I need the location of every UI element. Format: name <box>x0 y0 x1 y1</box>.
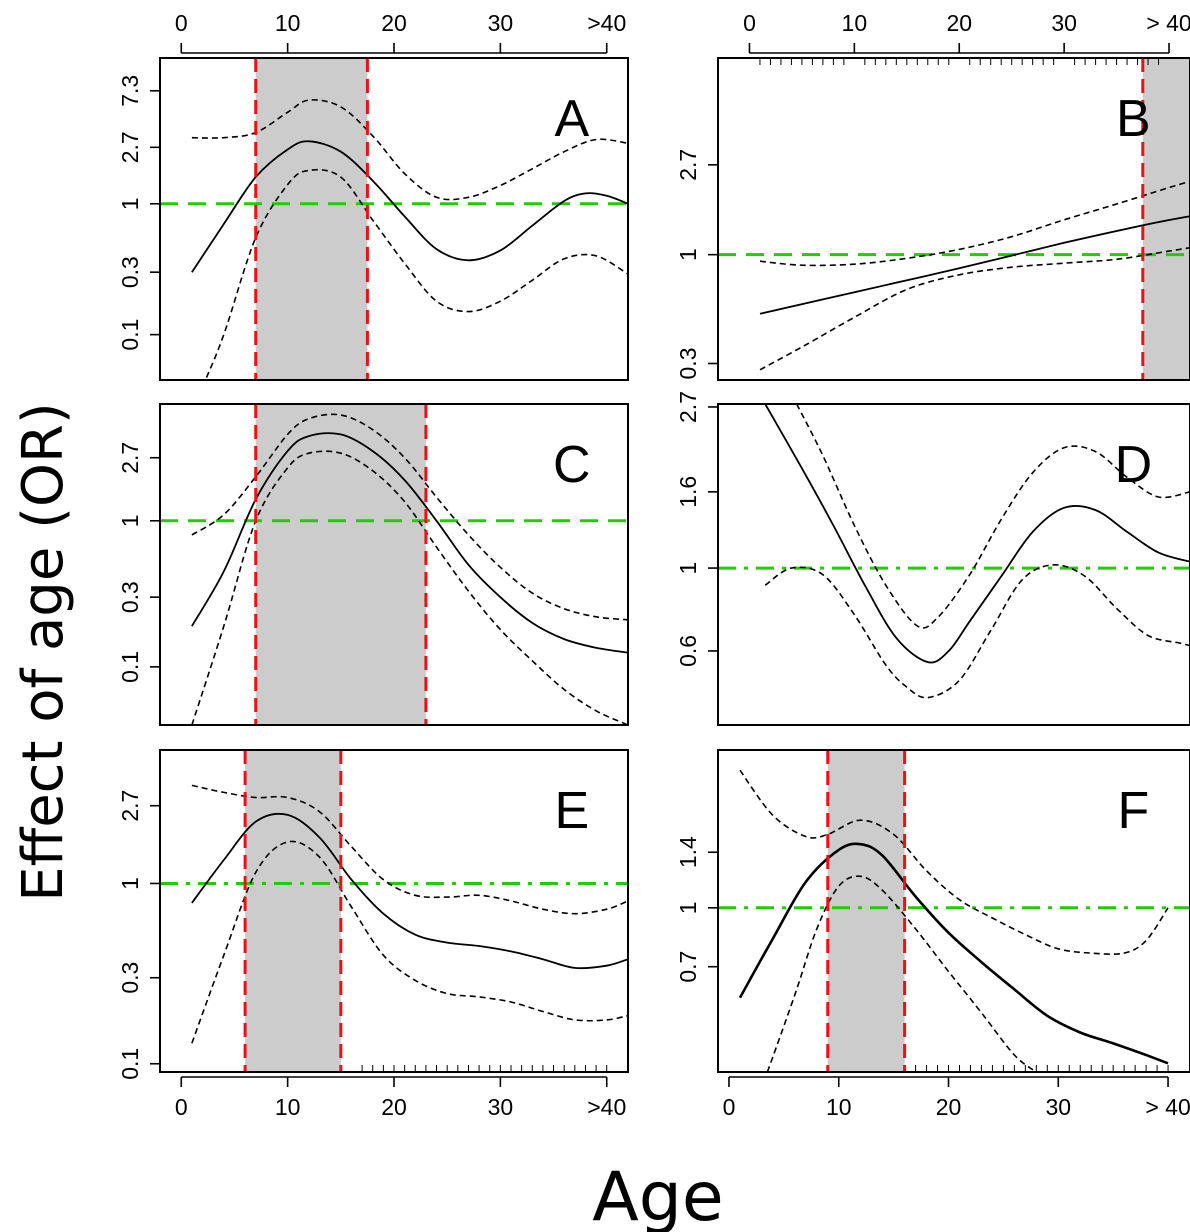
panel-f-frame <box>717 749 1190 1073</box>
panel-e-y-tick-label: 2.7 <box>117 790 143 822</box>
panel-b-x-tick-label: > 40 <box>1146 10 1190 36</box>
panel-e-lower-ci-line <box>191 840 628 1044</box>
panel-d: D 0.6 1 1.6 2.7 <box>675 391 1190 726</box>
panel-b-x-tick-label: 20 <box>946 10 972 36</box>
panel-b: B 0.3 1 2.7 0 10 20 30 > 40 <box>675 10 1190 381</box>
panel-b-x-tick-label: 30 <box>1051 10 1077 36</box>
panel-d-upper-ci-line <box>795 404 1190 629</box>
panel-e-x-tick-label: >40 <box>587 1094 626 1120</box>
panel-f-x-tick-label: 30 <box>1045 1094 1071 1120</box>
panel-b-shaded-region <box>1142 58 1190 380</box>
panel-f-x-tick-label: 10 <box>826 1094 852 1120</box>
panel-a-x-tick-label: 20 <box>381 10 407 36</box>
panel-b-y-tick-label: 1 <box>675 248 701 261</box>
panel-f-label: F <box>1117 782 1149 840</box>
panel-a-lower-ci-line <box>204 168 628 380</box>
panel-b-y-tick-label: 0.3 <box>675 348 701 380</box>
panel-f-y-tick-label: 0.7 <box>675 951 701 983</box>
panel-f-x-tick-label: > 40 <box>1145 1094 1190 1120</box>
panel-e-y-tick-label: 0.1 <box>117 1048 143 1080</box>
panel-a-x-tick-label: 0 <box>175 10 188 36</box>
panel-c: C 0.1 0.3 1 2.7 <box>117 403 629 726</box>
panel-b-frame <box>717 57 1190 381</box>
panel-d-y-tick-label: 0.6 <box>675 635 701 667</box>
panel-d-y-tick-label: 2.7 <box>675 391 701 423</box>
panel-e-label: E <box>554 782 589 840</box>
panel-e-y-tick-label: 1 <box>117 877 143 890</box>
panel-a-estimate-line <box>191 140 628 273</box>
panel-c-y-tick-label: 1 <box>117 514 143 527</box>
panel-b-label: B <box>1116 90 1151 148</box>
panel-a-y-tick-label: 0.1 <box>117 319 143 351</box>
panel-f: F 0.7 1 1.4 0 10 20 30 > 40 <box>675 749 1190 1120</box>
panel-b-x-tick-label: 10 <box>842 10 868 36</box>
x-axis-title: Age <box>592 1158 724 1232</box>
y-axis-title: Effect of age (OR) <box>11 402 76 902</box>
panel-f-upper-ci-line <box>739 769 1169 956</box>
panel-f-x-tick-label: 0 <box>723 1094 736 1120</box>
panel-e-estimate-line <box>191 812 628 970</box>
panel-a-x-tick-label: 30 <box>488 10 514 36</box>
panel-b-upper-ci-line <box>759 180 1190 267</box>
panel-b-y-tick-label: 2.7 <box>675 149 701 181</box>
panel-c-frame <box>159 403 629 726</box>
panel-a-upper-ci-line <box>191 99 628 201</box>
panel-d-estimate-line <box>764 404 1190 664</box>
panel-c-estimate-line <box>191 432 628 654</box>
panel-f-y-tick-label: 1.4 <box>675 836 701 868</box>
panel-c-label: C <box>553 436 591 494</box>
panel-e-y-tick-label: 0.3 <box>117 962 143 994</box>
panel-d-frame <box>717 403 1190 726</box>
panel-a-shaded-region <box>255 58 368 380</box>
panel-a-y-tick-label: 7.3 <box>117 75 143 107</box>
panel-e-x-tick-label: 0 <box>175 1094 188 1120</box>
panel-e-x-tick-label: 30 <box>488 1094 514 1120</box>
panel-c-upper-ci-line <box>191 413 628 621</box>
panel-f-lower-ci-line <box>766 875 1037 1072</box>
panel-a-x-tick-label: 10 <box>275 10 301 36</box>
panel-c-y-tick-label: 0.1 <box>117 651 143 683</box>
panel-a-frame <box>159 57 629 381</box>
panel-f-estimate-line <box>738 842 1169 1065</box>
panel-e-x-tick-label: 20 <box>381 1094 407 1120</box>
panel-c-y-tick-label: 0.3 <box>117 581 143 613</box>
panel-b-x-tick-label: 0 <box>743 10 756 36</box>
panel-c-y-tick-label: 2.7 <box>117 442 143 474</box>
panel-f-shaded-region <box>827 750 905 1072</box>
panel-b-estimate-line <box>759 215 1190 315</box>
panel-e: E 0.1 0.3 1 2.7 0 10 20 30 >40 <box>117 749 629 1120</box>
panel-a: A 0.1 0.3 1 2.7 7.3 0 10 20 30 >40 <box>117 10 629 381</box>
panel-d-label: D <box>1115 436 1153 494</box>
panel-a-label: A <box>554 90 589 148</box>
panel-c-lower-ci-line <box>191 450 628 725</box>
panel-f-y-tick-label: 1 <box>675 901 701 914</box>
panel-a-y-tick-label: 0.3 <box>117 256 143 288</box>
panel-f-x-tick-label: 20 <box>936 1094 962 1120</box>
panel-c-shaded-region <box>255 404 426 725</box>
panel-a-y-tick-label: 2.7 <box>117 131 143 163</box>
panel-e-shaded-region <box>245 750 341 1072</box>
panel-d-y-tick-label: 1 <box>675 562 701 575</box>
panel-d-lower-ci-line <box>764 564 1190 699</box>
panel-e-x-tick-label: 10 <box>275 1094 301 1120</box>
panel-a-x-tick-label: >40 <box>587 10 626 36</box>
panel-d-y-tick-label: 1.6 <box>675 476 701 508</box>
panel-a-y-tick-label: 1 <box>117 197 143 210</box>
panel-e-upper-ci-line <box>191 784 628 915</box>
